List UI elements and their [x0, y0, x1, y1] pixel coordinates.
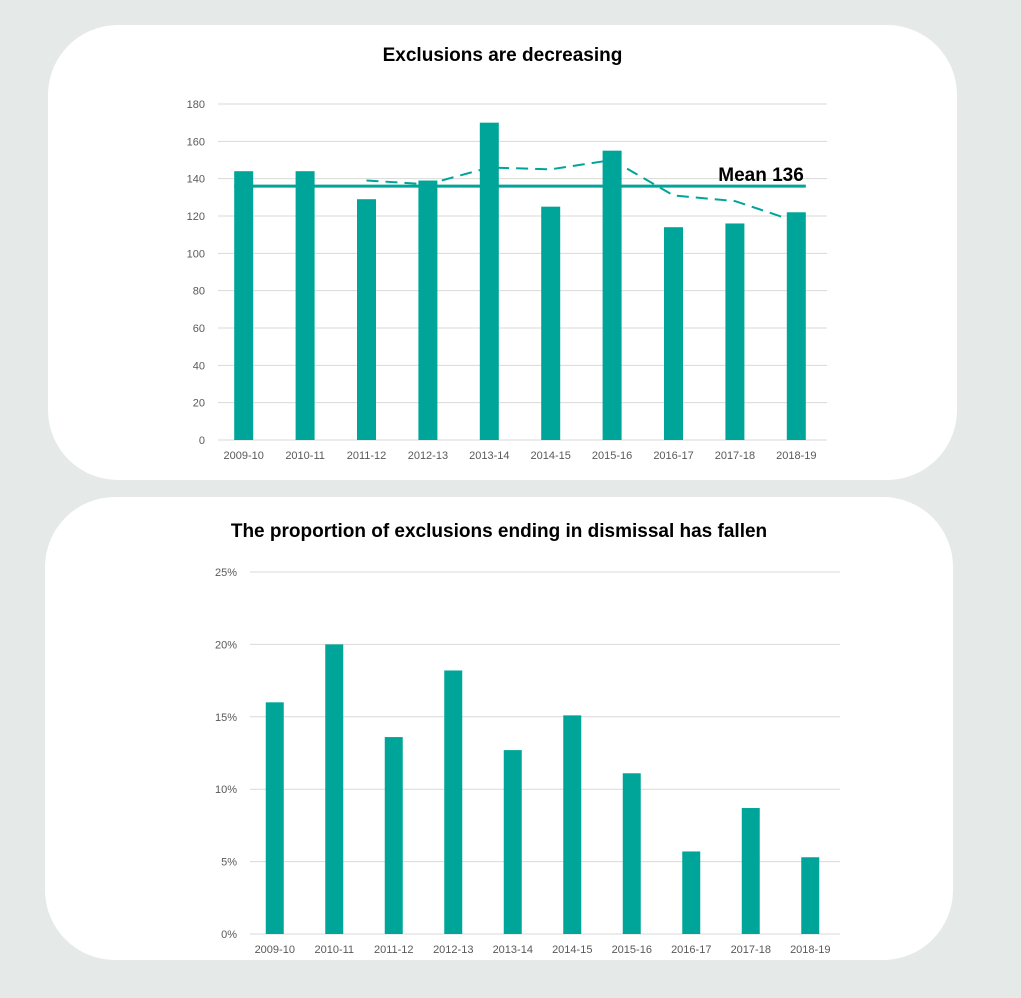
- bar: [541, 206, 561, 440]
- y-tick-label: 20%: [215, 639, 237, 651]
- x-tick-label: 2010-11: [314, 944, 354, 956]
- bar: [622, 773, 641, 934]
- y-tick-label: 10%: [215, 784, 237, 796]
- x-tick-label: 2015-16: [592, 450, 632, 462]
- bar: [741, 808, 760, 934]
- y-tick-label: 0%: [221, 929, 237, 941]
- y-tick-label: 5%: [221, 857, 237, 869]
- y-tick-label: 20: [193, 398, 205, 410]
- y-tick-label: 160: [187, 136, 205, 148]
- bar: [418, 180, 438, 441]
- x-tick-label: 2012-13: [433, 944, 473, 956]
- y-tick-label: 180: [187, 99, 205, 111]
- bar: [503, 750, 522, 934]
- bar: [801, 857, 820, 934]
- x-tick-label: 2018-19: [790, 944, 830, 956]
- bar: [444, 670, 463, 934]
- bar: [357, 199, 376, 440]
- y-tick-label: 100: [187, 248, 205, 260]
- bar: [295, 171, 315, 440]
- bar: [384, 737, 403, 934]
- bar: [725, 223, 745, 440]
- bar: [786, 212, 806, 440]
- moving-average-line: [366, 158, 797, 223]
- bar: [479, 122, 499, 441]
- x-tick-label: 2013-14: [469, 450, 509, 462]
- x-tick-label: 2017-18: [731, 944, 771, 956]
- x-tick-label: 2009-10: [255, 944, 295, 956]
- bar: [325, 644, 344, 934]
- bar: [682, 851, 701, 934]
- x-tick-label: 2010-11: [285, 450, 325, 462]
- bar: [602, 150, 622, 440]
- y-tick-label: 140: [187, 174, 205, 186]
- y-tick-label: 60: [193, 323, 205, 335]
- x-tick-label: 2018-19: [776, 450, 816, 462]
- x-tick-label: 2015-16: [612, 944, 652, 956]
- chart-title: The proportion of exclusions ending in d…: [230, 521, 768, 542]
- y-tick-label: 0: [199, 435, 205, 447]
- x-tick-label: 2016-17: [671, 944, 711, 956]
- y-tick-label: 25%: [215, 567, 237, 579]
- mean-label: Mean 136: [718, 165, 804, 186]
- bar: [563, 715, 582, 934]
- chart-title: Exclusions are decreasing: [382, 45, 623, 66]
- y-tick-label: 120: [187, 211, 205, 223]
- y-tick-label: 80: [193, 286, 205, 298]
- x-tick-label: 2009-10: [224, 450, 264, 462]
- x-tick-label: 2011-12: [374, 944, 414, 956]
- y-tick-label: 15%: [215, 712, 237, 724]
- bar: [664, 227, 683, 440]
- x-tick-label: 2014-15: [552, 944, 592, 956]
- x-tick-label: 2014-15: [531, 450, 571, 462]
- x-tick-label: 2011-12: [347, 450, 387, 462]
- x-tick-label: 2012-13: [408, 450, 448, 462]
- x-tick-label: 2017-18: [715, 450, 755, 462]
- x-tick-label: 2016-17: [653, 450, 693, 462]
- bar: [234, 171, 254, 440]
- bar: [265, 702, 284, 934]
- x-tick-label: 2013-14: [493, 944, 533, 956]
- y-tick-label: 40: [193, 360, 205, 372]
